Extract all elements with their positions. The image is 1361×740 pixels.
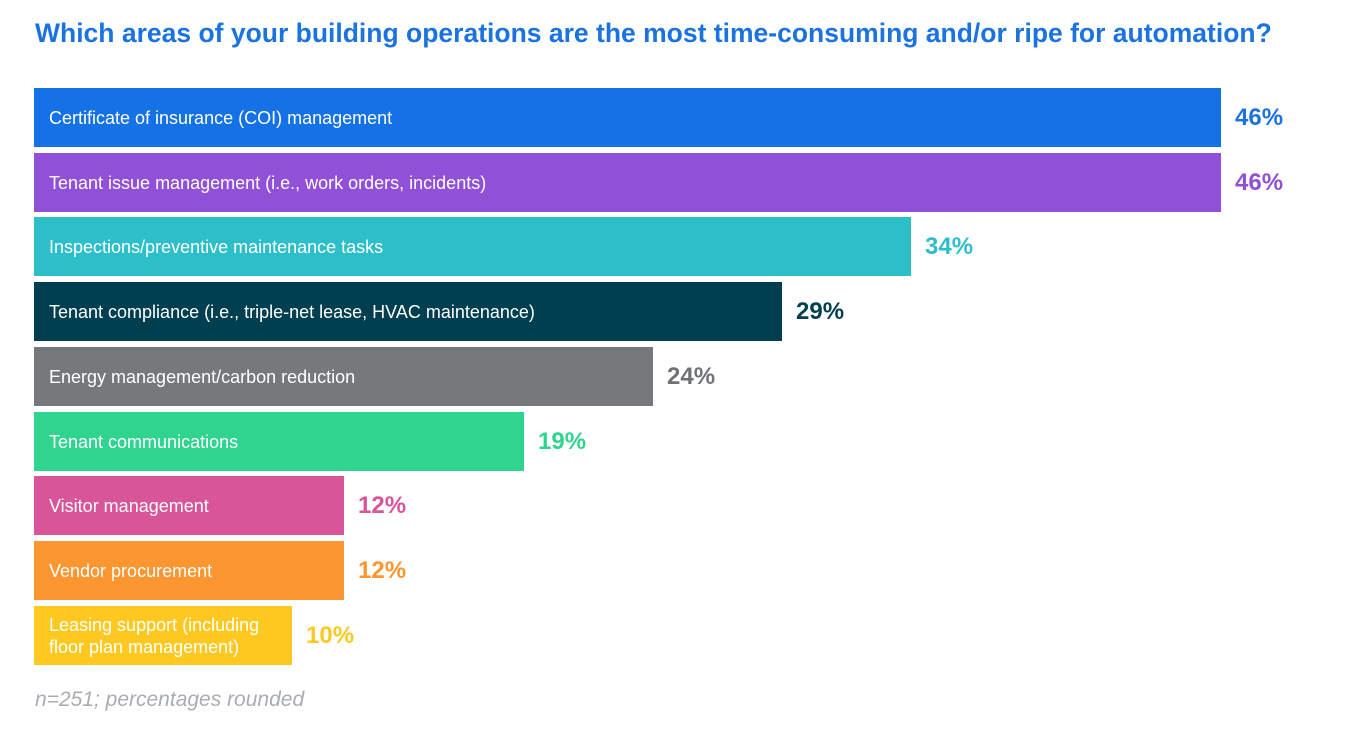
bar-label: Tenant communications xyxy=(49,431,239,452)
bar-value-label: 46% xyxy=(1235,103,1284,131)
bar xyxy=(34,282,782,341)
bar-value-label: 29% xyxy=(796,297,845,325)
bar-label: Inspections/preventive maintenance tasks xyxy=(49,236,384,257)
bar-label: Energy management/carbon reduction xyxy=(49,366,356,387)
chart-title: Which areas of your building operations … xyxy=(35,18,1272,48)
bar-value-label: 12% xyxy=(358,491,407,519)
bar-label: Leasing support (including floor plan ma… xyxy=(49,614,260,657)
bar-value-label: 34% xyxy=(925,232,974,260)
bar xyxy=(34,541,344,600)
bar-value-label: 10% xyxy=(306,621,355,649)
bar xyxy=(34,217,911,276)
bar xyxy=(34,606,292,665)
footnote: n=251; percentages rounded xyxy=(35,688,305,711)
bar-value-label: 24% xyxy=(667,362,716,390)
bar-label: Tenant compliance (i.e., triple-net leas… xyxy=(49,301,535,322)
bar-value-label: 46% xyxy=(1235,168,1284,196)
bar xyxy=(34,88,1221,147)
bar-value-label: 19% xyxy=(538,427,587,455)
bar xyxy=(34,476,344,535)
bar xyxy=(34,412,524,471)
bar-label: Tenant issue management (i.e., work orde… xyxy=(49,172,487,193)
bar-label: Certificate of insurance (COI) managemen… xyxy=(49,107,393,128)
bar-label: Vendor procurement xyxy=(49,560,213,581)
bar-label: Visitor management xyxy=(49,495,209,516)
bar xyxy=(34,153,1221,212)
bar xyxy=(34,347,653,406)
bar-value-label: 12% xyxy=(358,556,407,584)
